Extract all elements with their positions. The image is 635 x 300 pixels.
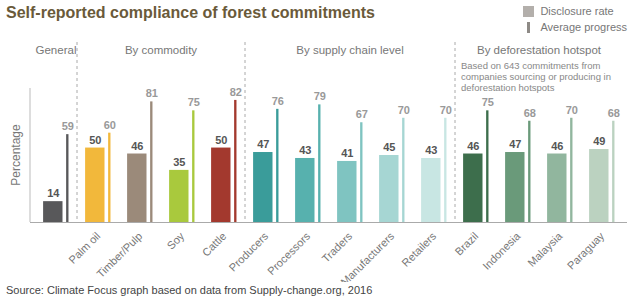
svg-text:By supply chain level: By supply chain level xyxy=(296,44,403,56)
svg-text:60: 60 xyxy=(104,119,116,131)
svg-text:75: 75 xyxy=(482,96,494,108)
svg-text:By deforestation hotspot: By deforestation hotspot xyxy=(477,44,602,56)
html-text:Based on 643 commitments from: Based on 643 commitments from companies … xyxy=(461,60,611,93)
svg-text:49: 49 xyxy=(593,135,605,147)
svg-text:Brazil: Brazil xyxy=(452,230,480,258)
svg-text:Palm oil: Palm oil xyxy=(66,230,102,266)
svg-text:Indonesia: Indonesia xyxy=(480,229,523,272)
html-text:Disclosure rate: Disclosure rate xyxy=(540,5,614,17)
svg-text:43: 43 xyxy=(425,144,437,156)
svg-text:Malaysia: Malaysia xyxy=(525,229,565,269)
svg-text:Processors: Processors xyxy=(265,229,313,277)
svg-text:General: General xyxy=(36,44,77,56)
svg-text:35: 35 xyxy=(173,156,185,168)
svg-text:43: 43 xyxy=(299,144,311,156)
svg-text:Retailers: Retailers xyxy=(399,229,439,269)
svg-text:82: 82 xyxy=(230,86,242,98)
svg-text:59: 59 xyxy=(62,120,74,132)
svg-text:50: 50 xyxy=(215,134,227,146)
svg-text:Producers: Producers xyxy=(226,229,270,273)
svg-text:68: 68 xyxy=(608,107,620,119)
svg-text:Traders: Traders xyxy=(319,229,354,264)
svg-text:75: 75 xyxy=(188,96,200,108)
svg-text:47: 47 xyxy=(257,138,269,150)
svg-text:45: 45 xyxy=(383,141,395,153)
svg-text:46: 46 xyxy=(131,140,143,152)
svg-text:76: 76 xyxy=(272,95,284,107)
svg-text:70: 70 xyxy=(398,104,410,116)
svg-text:79: 79 xyxy=(314,90,326,102)
svg-text:Manufacturers: Manufacturers xyxy=(338,229,397,282)
svg-text:81: 81 xyxy=(146,87,158,99)
svg-text:46: 46 xyxy=(551,140,563,152)
svg-text:Timber/Pulp: Timber/Pulp xyxy=(94,230,144,280)
html-text:Source: Climate Focus graph ba: Source: Climate Focus graph based on dat… xyxy=(6,284,373,296)
html-text:Average progress: Average progress xyxy=(540,21,627,33)
svg-text:67: 67 xyxy=(356,108,368,120)
svg-text:Paraguay: Paraguay xyxy=(565,229,607,271)
svg-text:Soy: Soy xyxy=(165,229,187,251)
html-text:Self-reported compliance of fo: Self-reported compliance of forest commi… xyxy=(6,4,375,21)
svg-text:68: 68 xyxy=(524,107,536,119)
svg-text:50: 50 xyxy=(89,134,101,146)
svg-text:70: 70 xyxy=(566,104,578,116)
svg-text:70: 70 xyxy=(440,104,452,116)
svg-text:47: 47 xyxy=(509,138,521,150)
svg-text:By commodity: By commodity xyxy=(125,44,197,56)
svg-text:Percentage: Percentage xyxy=(9,124,23,186)
svg-text:41: 41 xyxy=(341,147,353,159)
svg-text:14: 14 xyxy=(47,187,60,199)
svg-text:Cattle: Cattle xyxy=(200,230,229,259)
svg-text:46: 46 xyxy=(467,140,479,152)
